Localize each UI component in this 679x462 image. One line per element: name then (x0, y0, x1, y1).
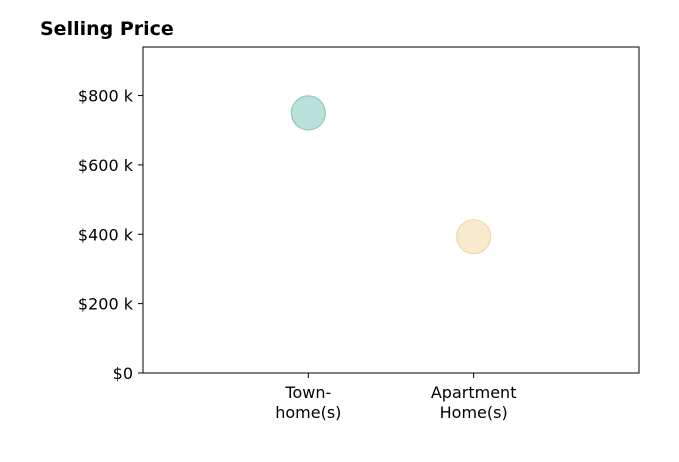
x-tick-label: Town- (284, 383, 331, 402)
plot-frame (142, 46, 640, 374)
y-tick-label: $800 k (78, 87, 134, 106)
y-tick-label: $200 k (78, 295, 134, 314)
plot-area: $0 $200 k $400 k $600 k $800 k Town-home(s) Ap… (78, 87, 517, 422)
y-tick-label: $400 k (78, 225, 134, 244)
x-tick-label: Home(s) (440, 403, 508, 422)
y-tick-label: $600 k (78, 156, 134, 175)
data-point (290, 95, 326, 131)
chart-title: Selling Price (40, 18, 174, 40)
y-tick-label: $0 (113, 364, 133, 383)
x-tick-label: home(s) (275, 403, 341, 422)
x-tick-label: Apartment (431, 383, 517, 402)
data-point (456, 219, 492, 255)
